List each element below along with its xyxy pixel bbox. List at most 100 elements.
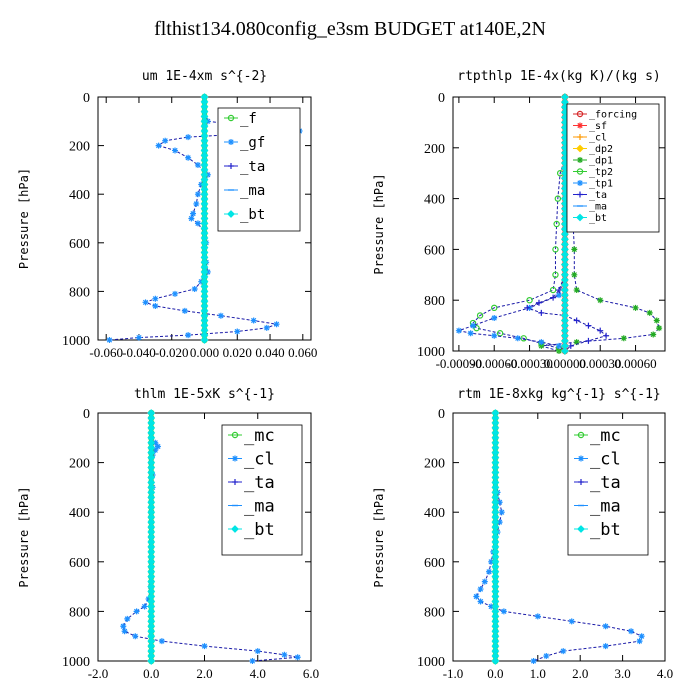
data-point xyxy=(249,658,256,664)
legend-item: _ma xyxy=(574,496,621,516)
data-point xyxy=(628,628,635,635)
y-tick-label: 200 xyxy=(69,140,90,155)
legend-label: _gf xyxy=(240,135,265,151)
data-point xyxy=(491,304,498,312)
y-axis-label: Pressure [hPa] xyxy=(372,486,386,587)
data-point xyxy=(491,314,498,321)
y-axis-label: Pressure [hPa] xyxy=(17,486,31,587)
legend-label: _tp2 xyxy=(589,167,613,178)
data-point xyxy=(556,342,562,349)
legend-label: _cl xyxy=(589,133,607,144)
x-tick-label: 0.0 xyxy=(143,666,159,681)
legend-label: _ta xyxy=(244,473,275,493)
data-point xyxy=(560,347,569,355)
x-tick-label: 0.00060 xyxy=(614,356,656,371)
data-point xyxy=(553,220,560,228)
y-tick-label: 800 xyxy=(69,285,90,300)
legend-label: _ta xyxy=(590,473,621,493)
legend-item: _ma xyxy=(228,496,275,516)
series-bt xyxy=(147,409,156,665)
data-point xyxy=(467,330,474,337)
data-point xyxy=(124,615,131,622)
legend-label: _bt xyxy=(589,213,607,224)
x-tick-label: 1.0 xyxy=(530,666,546,681)
legend-item: _bt xyxy=(224,207,265,223)
data-point xyxy=(194,191,201,198)
data-point xyxy=(571,271,578,278)
y-tick-label: 1000 xyxy=(417,655,445,670)
data-point xyxy=(602,623,609,630)
data-point xyxy=(491,332,498,339)
data-point xyxy=(550,294,557,301)
legend-item: _dp1 xyxy=(573,156,613,167)
legend-label: _dp2 xyxy=(589,144,613,155)
data-point xyxy=(152,439,159,446)
data-point xyxy=(538,309,545,316)
data-point xyxy=(135,334,142,341)
legend-label: _bt xyxy=(590,520,621,540)
data-point xyxy=(650,331,657,338)
figure-title: flthist134.080config_e3sm BUDGET at140E,… xyxy=(154,18,546,40)
data-point xyxy=(154,443,161,450)
series-bt xyxy=(491,409,500,665)
x-tick-label: -0.00060 xyxy=(471,356,518,371)
data-point xyxy=(234,328,241,335)
legend-label: _forcing xyxy=(589,110,637,121)
data-point xyxy=(194,162,201,169)
y-tick-label: 0 xyxy=(438,407,445,422)
x-tick-label: -0.020 xyxy=(155,345,189,360)
x-tick-label: 4.0 xyxy=(657,666,673,681)
y-tick-label: 800 xyxy=(424,294,445,309)
y-tick-label: 400 xyxy=(69,188,90,203)
data-point xyxy=(162,137,169,144)
data-point xyxy=(538,339,545,346)
legend-item: _bt xyxy=(574,520,621,540)
data-point xyxy=(534,613,541,620)
series-bt xyxy=(200,93,209,344)
data-point xyxy=(520,335,527,342)
y-axis-label: Pressure [hPa] xyxy=(17,168,31,269)
x-tick-label: 0.000 xyxy=(190,345,219,360)
panel-title: thlm 1E-5xK s^{-1} xyxy=(134,387,275,402)
x-tick-label: 2.0 xyxy=(196,666,212,681)
x-tick-label: 6.0 xyxy=(303,666,319,681)
data-point xyxy=(263,324,270,331)
legend-item: _ma xyxy=(224,183,265,199)
data-point xyxy=(496,499,503,506)
legend-marker xyxy=(577,157,583,163)
y-tick-label: 1000 xyxy=(62,334,90,349)
legend: _mc _cl _ta _ma _bt xyxy=(567,424,649,556)
legend-marker xyxy=(577,122,583,129)
data-point xyxy=(549,286,557,294)
data-point xyxy=(194,220,201,227)
legend-marker xyxy=(232,479,238,485)
legend-marker xyxy=(577,431,585,439)
x-tick-label: 4.0 xyxy=(250,666,266,681)
legend-label: _ma xyxy=(240,183,265,199)
data-point xyxy=(190,210,197,217)
legend-marker xyxy=(577,525,585,533)
data-point xyxy=(481,578,488,585)
data-point xyxy=(142,299,149,306)
data-point xyxy=(552,271,559,278)
legend-marker xyxy=(231,525,239,533)
y-tick-label: 200 xyxy=(424,457,445,472)
series-line xyxy=(525,97,608,352)
legend-label: _ta xyxy=(589,190,607,201)
legend-item: _gf xyxy=(224,135,265,151)
legend-label: _sf xyxy=(589,121,607,132)
legend-box xyxy=(217,107,301,232)
legend-label: _f xyxy=(240,111,257,127)
series-tp2 xyxy=(469,93,569,355)
legend-marker xyxy=(228,139,234,145)
data-point xyxy=(496,330,504,337)
x-tick-label: 2.0 xyxy=(572,666,588,681)
data-point xyxy=(620,335,627,342)
data-point xyxy=(573,287,580,294)
panel-title: um 1E-4xm s^{-2} xyxy=(142,69,267,84)
legend-marker xyxy=(576,168,584,175)
y-tick-label: 600 xyxy=(69,237,90,252)
legend-label: _cl xyxy=(244,449,275,469)
legend-item: _sf xyxy=(573,121,607,132)
panel-2: rtpthlp 1E-4x(kg K)/(kg s) Pressure [hPa]… xyxy=(372,69,666,371)
